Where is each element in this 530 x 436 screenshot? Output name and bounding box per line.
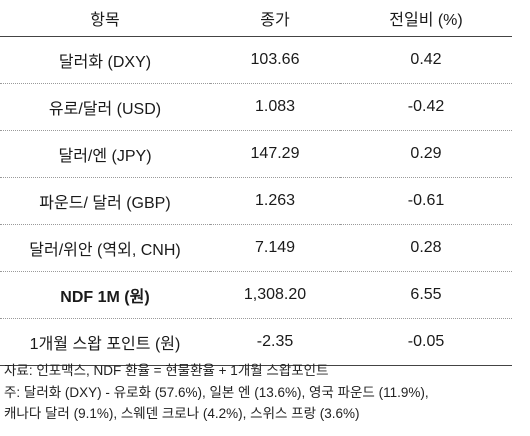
weight-note: 주: 달러화 (DXY) - 유로화 (57.6%), 일본 엔 (13.6%)… [4, 384, 429, 400]
row-close: 1,308.20 [210, 271, 340, 319]
row-close: 1.083 [210, 83, 340, 131]
table-row: 파운드/ 달러 (GBP) 1.263 -0.61 [0, 177, 512, 225]
weight-note-cont: 캐나다 달러 (9.1%), 스웨덴 크로나 (4.2%), 스위스 프랑 (3… [4, 406, 360, 421]
row-close: 7.149 [210, 224, 340, 272]
row-change: -0.05 [340, 318, 512, 366]
row-name: NDF 1M (원) [0, 271, 210, 319]
table-row: 1개월 스왑 포인트 (원) -2.35 -0.05 [0, 318, 512, 366]
table-row: NDF 1M (원) 1,308.20 6.55 [0, 271, 512, 319]
row-name: 달러화 (DXY) [0, 36, 210, 84]
row-close: 1.263 [210, 177, 340, 225]
table-row: 달러/엔 (JPY) 147.29 0.29 [0, 130, 512, 178]
header-change: 전일비 (%) [340, 0, 512, 37]
row-name: 1개월 스왑 포인트 (원) [0, 318, 210, 366]
table-row: 달러/위안 (역외, CNH) 7.149 0.28 [0, 224, 512, 272]
footnotes: 자료: 인포맥스, NDF 환율 = 현물환율 + 1개월 스왑포인트 주: 달… [4, 360, 526, 425]
row-change: 0.42 [340, 36, 512, 84]
fx-table: 항목 종가 전일비 (%) 달러화 (DXY) 103.66 0.42 유로/달… [0, 0, 512, 366]
row-name: 달러/엔 (JPY) [0, 130, 210, 178]
table-row: 달러화 (DXY) 103.66 0.42 [0, 36, 512, 84]
row-name: 달러/위안 (역외, CNH) [0, 224, 210, 272]
row-close: 103.66 [210, 36, 340, 84]
row-close: -2.35 [210, 318, 340, 366]
row-change: 6.55 [340, 271, 512, 319]
row-name: 유로/달러 (USD) [0, 83, 210, 131]
header-close: 종가 [210, 0, 340, 37]
row-change: -0.42 [340, 83, 512, 131]
row-change: 0.29 [340, 130, 512, 178]
row-change: -0.61 [340, 177, 512, 225]
header-row: 항목 종가 전일비 (%) [0, 0, 512, 37]
row-name: 파운드/ 달러 (GBP) [0, 177, 210, 225]
row-close: 147.29 [210, 130, 340, 178]
row-change: 0.28 [340, 224, 512, 272]
header-item: 항목 [0, 0, 210, 37]
table-row: 유로/달러 (USD) 1.083 -0.42 [0, 83, 512, 131]
source-note: 자료: 인포맥스, NDF 환율 = 현물환율 + 1개월 스왑포인트 [4, 363, 329, 378]
